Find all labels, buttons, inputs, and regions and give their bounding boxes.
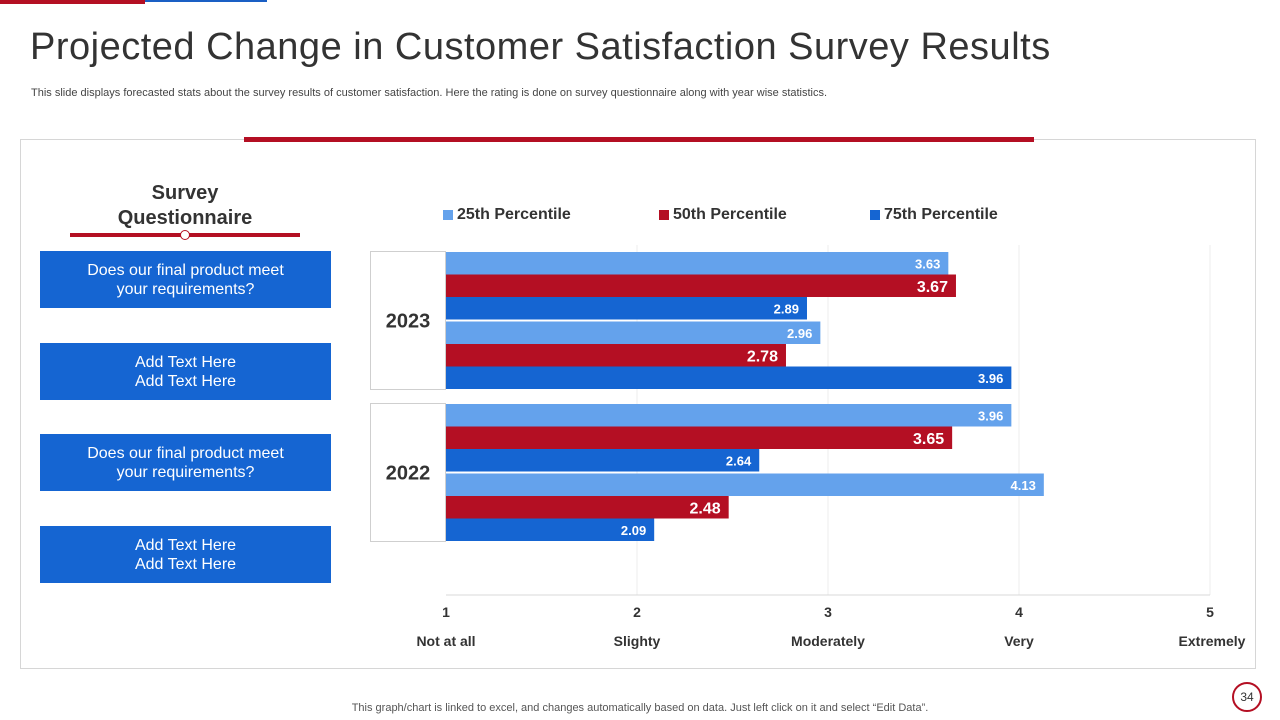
bar-50th-percentile — [446, 496, 729, 519]
legend-swatch-75th — [870, 210, 880, 220]
footer-note: This graph/chart is linked to excel, and… — [351, 702, 929, 714]
year-label: 2022 — [386, 463, 431, 485]
bar-75th-percentile — [446, 297, 807, 320]
bar-50th-percentile — [446, 274, 956, 297]
x-tick-label: 2 — [633, 604, 641, 620]
question-text-line1: Add Text Here — [134, 536, 237, 554]
x-scale-label: Extremely — [1179, 633, 1246, 649]
bar-value-label: 3.96 — [978, 408, 1003, 423]
x-tick-label: 1 — [442, 604, 450, 620]
questionnaire-heading: Survey Questionnaire — [70, 181, 300, 231]
bar-value-label: 3.96 — [978, 371, 1003, 386]
bar-value-label: 2.78 — [747, 348, 778, 365]
x-scale-label: Slighty — [614, 633, 661, 649]
questionnaire-heading-line1: Survey — [151, 182, 219, 204]
question-text-line2: Add Text Here — [134, 372, 237, 390]
question-box-3[interactable]: Does our final product meet your require… — [40, 434, 331, 491]
bar-50th-percentile — [446, 344, 786, 367]
x-tick-label: 3 — [824, 604, 832, 620]
bar-75th-percentile — [446, 518, 655, 541]
year-label: 2023 — [386, 311, 431, 333]
legend-label-75th: 75th Percentile — [884, 206, 998, 223]
legend-item-75th: 75th Percentile — [870, 206, 998, 224]
legend-swatch-25th — [443, 210, 453, 220]
bar-value-label: 4.13 — [1011, 478, 1036, 493]
bar-25th-percentile — [446, 252, 949, 275]
bar-value-label: 2.64 — [726, 453, 752, 468]
question-text-line1: Add Text Here — [134, 353, 237, 371]
bar-25th-percentile — [446, 321, 821, 344]
x-scale-label: Moderately — [791, 633, 865, 649]
question-text-line1: Does our final product meet — [87, 444, 284, 462]
x-tick-label: 4 — [1015, 604, 1023, 620]
x-tick-label: 5 — [1206, 604, 1214, 620]
questionnaire-divider-dot — [180, 230, 190, 240]
bar-value-label: 3.65 — [913, 431, 944, 448]
x-scale-label: Very — [1004, 633, 1034, 649]
legend-label-50th: 50th Percentile — [673, 206, 787, 223]
question-text-line1: Does our final product meet — [87, 261, 284, 279]
bar-25th-percentile — [446, 473, 1044, 496]
question-box-2[interactable]: Add Text Here Add Text Here — [40, 343, 331, 400]
bar-value-label: 2.89 — [774, 301, 799, 316]
bar-value-label: 3.67 — [917, 279, 948, 296]
top-accent-bar-red — [0, 0, 145, 4]
legend-label-25th: 25th Percentile — [457, 206, 571, 223]
bar-value-label: 3.63 — [915, 256, 940, 271]
year-group-bracket — [370, 251, 446, 390]
slide-subtitle: This slide displays forecasted stats abo… — [31, 87, 828, 99]
bar-value-label: 2.96 — [787, 326, 812, 341]
legend-swatch-50th — [659, 210, 669, 220]
question-box-1[interactable]: Does our final product meet your require… — [40, 251, 331, 308]
bar-75th-percentile — [446, 366, 1012, 389]
question-text-line2: your requirements? — [116, 280, 255, 298]
page-number: 34 — [1232, 682, 1262, 712]
legend-item-50th: 50th Percentile — [659, 206, 787, 224]
slide-title: Projected Change in Customer Satisfactio… — [30, 26, 1051, 68]
legend-item-25th: 25th Percentile — [443, 206, 571, 224]
top-accent-bar-blue — [145, 0, 267, 2]
bar-75th-percentile — [446, 449, 760, 472]
question-box-4[interactable]: Add Text Here Add Text Here — [40, 526, 331, 583]
bar-value-label: 2.09 — [621, 523, 646, 538]
bar-25th-percentile — [446, 404, 1012, 427]
panel-accent-bar — [244, 137, 1034, 142]
year-group-bracket — [370, 403, 446, 542]
questionnaire-heading-line2: Questionnaire — [117, 207, 253, 229]
bar-50th-percentile — [446, 426, 953, 449]
question-text-line2: your requirements? — [116, 463, 255, 481]
question-text-line2: Add Text Here — [134, 555, 237, 573]
x-scale-label: Not at all — [416, 633, 475, 649]
bar-value-label: 2.48 — [690, 500, 721, 517]
